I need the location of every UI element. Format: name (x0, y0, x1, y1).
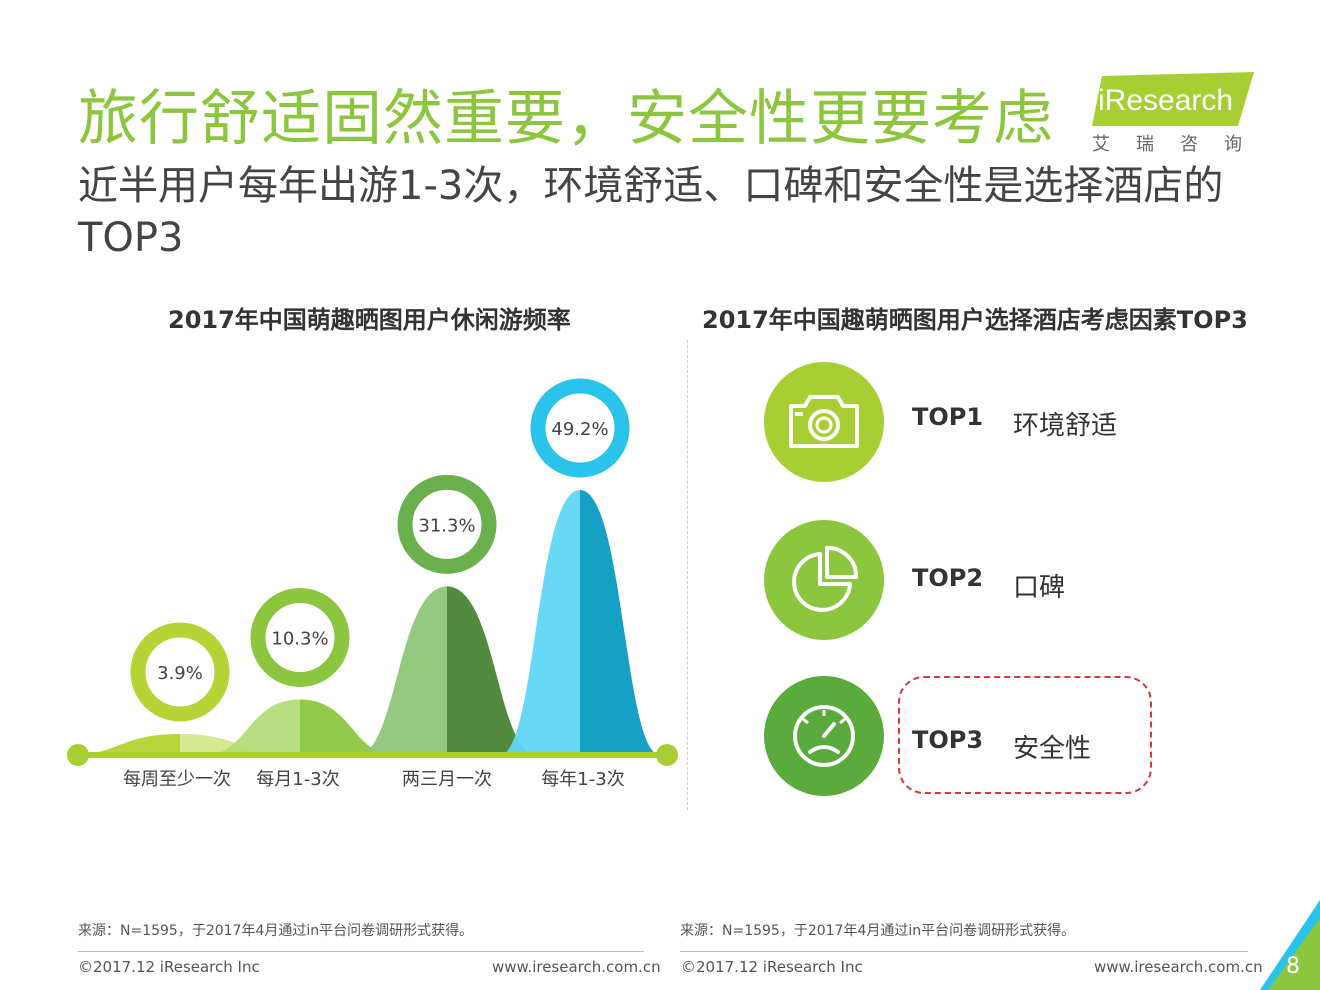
data-label-2: 10.3% (271, 629, 328, 650)
category-label-3: 两三月一次 (402, 769, 492, 790)
copyright-right: ©2017.12 iResearch Inc (681, 958, 863, 976)
corner-decoration (1260, 900, 1320, 990)
bell-shape-1-left (70, 733, 180, 755)
bell-shape-2-right (300, 699, 395, 755)
category-label-4: 每年1-3次 (541, 769, 624, 790)
bell-shape-3-left (357, 586, 447, 755)
top3-highlight-box (898, 676, 1152, 794)
bell-shape-4-right (580, 490, 660, 755)
page-number: 8 (1286, 954, 1300, 979)
value-ring-3 (397, 474, 497, 574)
baseline-end-dot-1 (67, 744, 89, 766)
factor-top3 (764, 676, 884, 796)
factor-rank-1: TOP1 (912, 403, 984, 431)
page-subtitle: 近半用户每年出游1-3次，环境舒适、口碑和安全性是选择酒店的TOP3 (78, 163, 1224, 261)
factor-top1 (764, 362, 884, 482)
factor-rank-2: TOP2 (912, 564, 984, 592)
left-chart-title: 2017年中国萌趣晒图用户休闲游频率 (168, 306, 571, 334)
data-label-4: 49.2% (551, 419, 608, 440)
pie-chart-icon (764, 520, 884, 640)
category-label-2: 每月1-3次 (256, 769, 339, 790)
footer-divider-left (78, 951, 644, 952)
bell-shape-4-left (500, 490, 580, 755)
frequency-chart: 3.9% 10.3% 31.3% 49.2% 每周至少一次 每月1-3次 两三月一次 每年1-… (67, 378, 678, 790)
value-ring-4 (530, 378, 630, 478)
page-title: 旅行舒适固然重要，安全性更要考虑 (78, 84, 1054, 154)
value-ring-2 (250, 588, 350, 688)
camera-icon (764, 362, 884, 482)
data-label-1: 3.9% (157, 663, 203, 684)
website-right[interactable]: www.iresearch.com.cn (1094, 958, 1263, 976)
right-chart-title: 2017年中国趣萌晒图用户选择酒店考虑因素TOP3 (702, 306, 1248, 334)
bell-shape-3-right (447, 586, 537, 755)
footer-divider-right (680, 951, 1248, 952)
factor-name-2: 口碑 (1013, 573, 1066, 603)
factor-rank-3: TOP3 (912, 726, 984, 754)
website-left[interactable]: www.iresearch.com.cn (492, 958, 661, 976)
baseline-end-dot-2 (656, 744, 678, 766)
factor-name-3: 安全性 (1013, 734, 1092, 764)
source-note-left: 来源：N=1595，于2017年4月通过in平台问卷调研形式获得。 (78, 923, 474, 939)
logo-text: iResearch (1098, 84, 1233, 117)
source-note-right: 来源：N=1595，于2017年4月通过in平台问卷调研形式获得。 (680, 923, 1076, 939)
iresearch-logo: iResearch (1092, 72, 1254, 126)
logo-chinese-name: 艾瑞咨询 (1092, 134, 1268, 155)
data-label-3: 31.3% (418, 515, 475, 536)
value-ring-1 (130, 622, 230, 722)
factor-top2 (764, 520, 884, 640)
speedometer-icon (764, 676, 884, 796)
bell-shape-2-left (205, 699, 300, 755)
panel-divider (687, 340, 688, 810)
category-label-1: 每周至少一次 (123, 769, 231, 790)
copyright-left: ©2017.12 iResearch Inc (78, 958, 260, 976)
factor-name-1: 环境舒适 (1013, 411, 1118, 441)
